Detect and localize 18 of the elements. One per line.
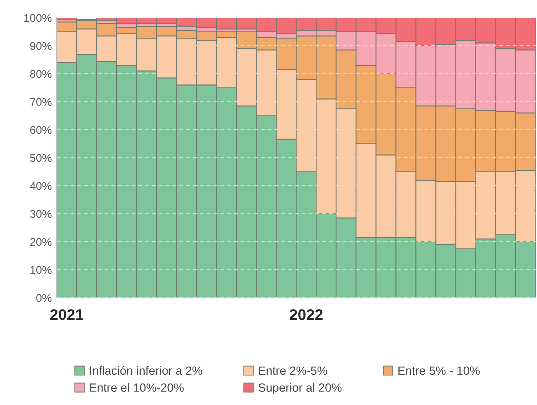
- legend-label: Entre 2%-5%: [259, 366, 328, 376]
- y-tick-label: 10%: [30, 266, 52, 274]
- x-tick-label: 2021: [50, 310, 84, 320]
- x-tick-label: 2022: [290, 310, 323, 320]
- y-tick-label: 30%: [30, 210, 52, 218]
- legend-label: Inflación inferior a 2%: [90, 366, 202, 376]
- y-tick-label: 100%: [24, 14, 52, 22]
- y-tick-label: 50%: [30, 154, 52, 162]
- legend-label: Entre el 10%-20%: [90, 383, 184, 392]
- legend-label: Entre 5% - 10%: [398, 366, 480, 376]
- y-tick-label: 70%: [30, 98, 52, 106]
- legend-label: Superior al 20%: [258, 383, 342, 394]
- y-tick-label: 20%: [30, 238, 52, 246]
- y-tick-label: 60%: [30, 126, 52, 134]
- y-tick-label: 90%: [30, 42, 52, 50]
- y-tick-label: 0%: [36, 294, 52, 302]
- y-tick-label: 80%: [30, 70, 52, 78]
- y-tick-label: 40%: [30, 182, 52, 190]
